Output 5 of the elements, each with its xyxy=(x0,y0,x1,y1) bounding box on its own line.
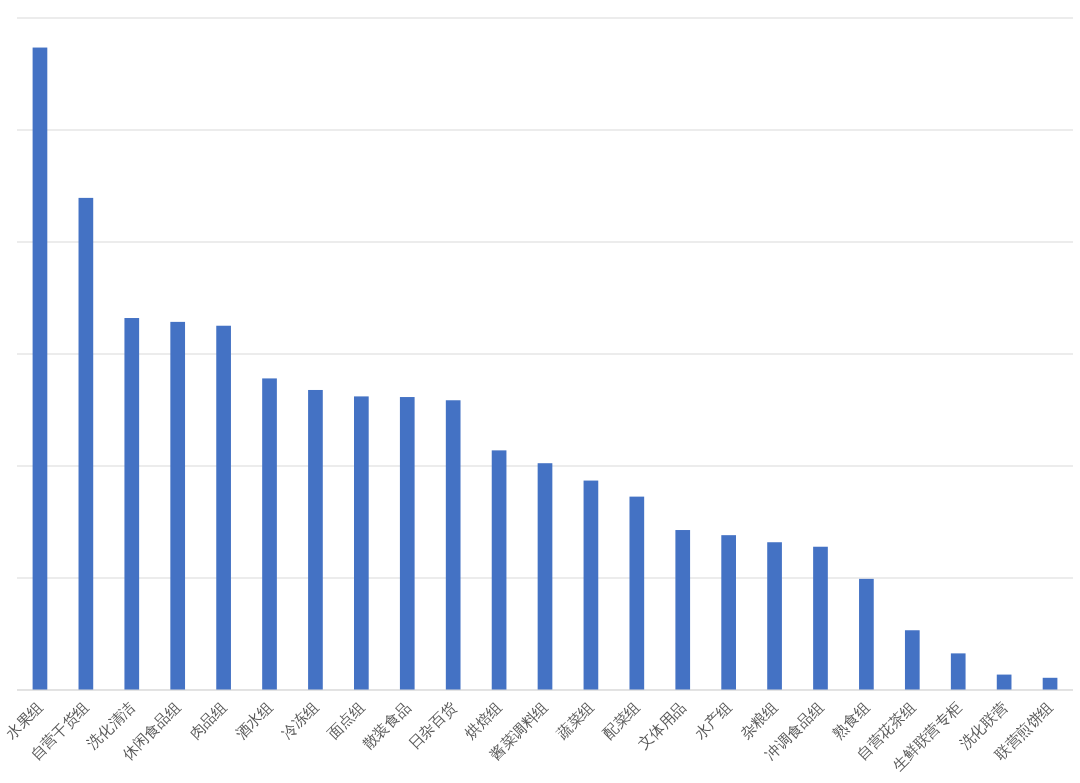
x-tick-label: 肉品组 xyxy=(185,698,230,742)
x-tick-label: 水产组 xyxy=(690,698,735,742)
x-tick-label: 蔬菜组 xyxy=(553,698,598,742)
x-tick-label: 冷冻组 xyxy=(277,698,322,742)
x-tick-label: 酒水组 xyxy=(231,698,276,742)
